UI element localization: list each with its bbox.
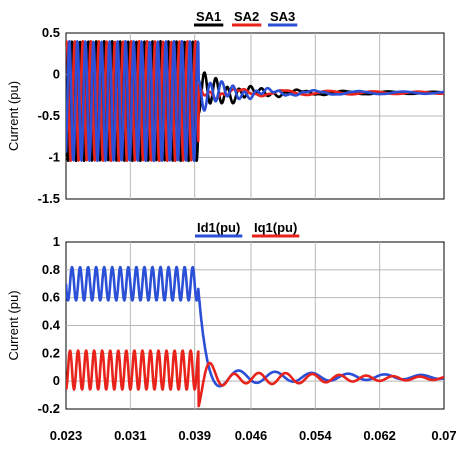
y-tick-label: -1 — [48, 150, 60, 165]
y-axis-label: Current (pu) — [6, 290, 21, 360]
x-tick-label: 0.07 — [431, 428, 456, 443]
x-tick-label: 0.031 — [114, 428, 147, 443]
y-tick-label: 0.5 — [42, 25, 60, 40]
legend-label: Id1(pu) — [197, 220, 240, 235]
x-tick-label: 0.039 — [178, 428, 211, 443]
y-tick-label: -0.5 — [38, 108, 60, 123]
y-tick-label: 0 — [53, 67, 60, 82]
x-tick-label: 0.046 — [235, 428, 268, 443]
y-tick-label: -0.2 — [38, 401, 60, 416]
y-tick-label: 0 — [53, 373, 60, 388]
x-tick-label: 0.062 — [363, 428, 396, 443]
y-axis-label: Current (pu) — [6, 81, 21, 151]
series-line-sa3 — [66, 40, 444, 163]
x-tick-label: 0.054 — [299, 428, 332, 443]
legend-label: Iq1(pu) — [254, 220, 297, 235]
legend-label: SA1 — [196, 9, 221, 24]
top-chart-panel: 0.5 0 -0.5 -1 -1.5 Current (pu) SA1 SA2 SA3 — [6, 9, 445, 206]
y-tick-label: 0.2 — [42, 345, 60, 360]
y-tick-label: 0.6 — [42, 290, 60, 305]
legend-label: SA2 — [234, 9, 259, 24]
y-tick-label: -1.5 — [38, 191, 60, 206]
bottom-chart-panel: 1 0.8 0.6 0.4 0.2 0 -0.2 0.023 0.031 0.039 0.046 0.… — [6, 220, 457, 443]
y-tick-label: 0.8 — [42, 262, 60, 277]
series-line-id1pu — [66, 265, 444, 388]
y-tick-label: 0.4 — [42, 318, 61, 333]
series-line-iq1pu — [66, 349, 444, 408]
legend-label: SA3 — [270, 9, 295, 24]
x-tick-label: 0.023 — [50, 428, 83, 443]
y-tick-label: 1 — [53, 234, 60, 249]
